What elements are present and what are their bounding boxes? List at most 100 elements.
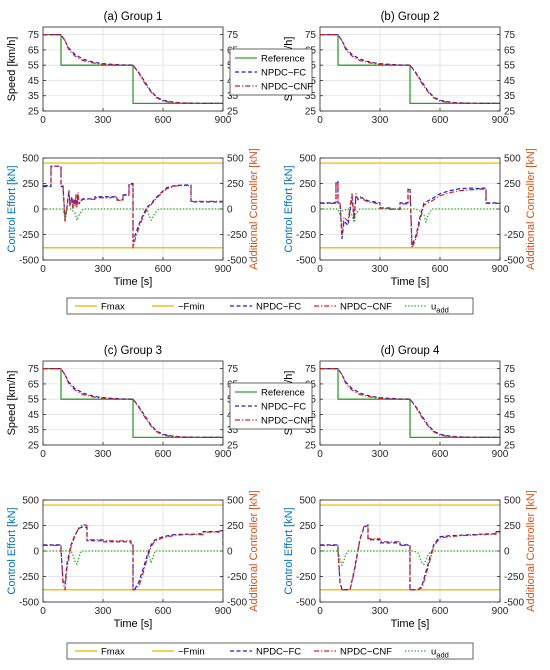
x-tick-label: 300 [95,115,112,126]
y-tick-label-right: -500 [504,598,524,609]
y-tick-label-right: 35 [227,91,239,102]
x-tick-label: 0 [40,606,46,617]
series-line-uadd [320,208,500,223]
legend-effort: Fmax −Fmin NPDC−FC NPDC−CNF uadd [66,642,474,660]
y-axis-label: Control Effort [kN] [283,165,295,252]
chart-panel-6: 0300600900252535354545555565657575(d) Gr… [283,345,516,460]
y-axis-label-right: Additional Controller [kN] [525,490,537,612]
y-tick-label-right: 250 [227,179,244,190]
y-tick-label: 75 [28,364,40,375]
x-tick-label: 300 [372,606,389,617]
y-tick-label: 35 [305,425,317,436]
y-tick-label-right: 35 [504,91,516,102]
y-axis-label: Control Effort [kN] [283,507,295,594]
y-tick-label: 25 [305,107,317,118]
y-tick-label-right: 500 [227,496,244,507]
x-tick-label: 0 [317,449,323,460]
x-tick-label: 900 [492,115,509,126]
series-line-npdccnf [43,523,223,591]
y-tick-label-right: -250 [504,230,524,241]
y-tick-label: -250 [19,230,39,241]
series-group [43,162,223,249]
legend-label: NPDC−FC [261,68,306,79]
chart-panel-2: 0300600900252535354545555565657575(b) Gr… [283,11,516,126]
y-tick-label-right: 0 [504,547,510,558]
y-tick-label: 250 [22,179,39,190]
y-tick-label-right: 75 [504,364,516,375]
y-tick-label: -250 [296,572,316,583]
y-tick-label: 45 [28,410,40,421]
legend-label: NPDC−CNF [340,647,392,658]
y-tick-label: 55 [28,395,40,406]
x-tick-label: 900 [492,264,509,275]
y-tick-label-right: 25 [227,441,239,452]
legend-label: uadd [431,302,449,315]
y-tick-label-right: 75 [227,364,239,375]
panel-title: (c) Group 3 [104,345,162,357]
legends-layer: Reference NPDC−FC NPDC−CNF Reference NPDC−FC… [66,48,474,660]
axes-frame [319,499,501,603]
x-tick-label: 600 [432,606,449,617]
legend-label: Fmax [101,647,125,658]
y-tick-label: 250 [299,521,316,532]
axes-frame [42,26,224,112]
x-tick-label: 0 [317,264,323,275]
series-line-npdccnf [320,523,500,591]
y-tick-label: 75 [305,364,317,375]
y-tick-label-right: 500 [227,154,244,165]
chart-panel-5: 0300600900252535354545555565657575(c) Gr… [6,345,239,460]
y-tick-label: -500 [19,256,39,267]
x-tick-label: 900 [215,449,232,460]
y-tick-label: 65 [28,379,40,390]
x-tick-label: 900 [492,449,509,460]
x-tick-label: 600 [155,606,172,617]
axes-frame [42,499,224,603]
x-axis-label: Time [s] [114,618,153,630]
y-axis-label-right: Additional Controller [kN] [248,148,260,270]
x-tick-label: 900 [215,606,232,617]
x-tick-label: 300 [372,115,389,126]
legend-label: −Fmin [178,647,205,658]
x-tick-label: 900 [215,264,232,275]
y-tick-label: -500 [296,598,316,609]
panel-title: (b) Group 2 [381,11,440,23]
y-tick-label: 250 [299,179,316,190]
x-tick-label: 0 [40,449,46,460]
y-tick-label-right: -250 [504,572,524,583]
x-tick-label: 600 [155,264,172,275]
x-tick-label: 600 [432,449,449,460]
legend-speed: Reference NPDC−FC NPDC−CNF [229,382,313,430]
y-axis-label: Speed [km/h] [6,371,18,436]
x-tick-label: 0 [40,264,46,275]
legend-label: NPDC−FC [256,302,301,313]
y-tick-label: 55 [28,61,40,72]
y-tick-label: 0 [33,547,39,558]
series-group [43,33,223,105]
series-line-reference [43,367,223,439]
y-axis-label-right: Additional Controller [kN] [248,490,260,612]
y-axis-label: Control Effort [kN] [6,165,18,252]
axes-frame [42,360,224,446]
legend-label: NPDC−CNF [261,82,313,93]
legend-label-subscript: add [436,651,449,660]
y-tick-label-right: 25 [227,107,239,118]
chart-panel-1: 0300600900252535354545555565657575(a) Gr… [6,11,239,126]
series-line-npdcfc [43,368,223,438]
y-tick-label: 500 [22,154,39,165]
x-tick-label: 300 [95,606,112,617]
y-tick-label-right: 75 [227,30,239,41]
y-tick-label-right: 250 [504,521,521,532]
y-tick-label: 35 [305,91,317,102]
chart-panel-7: 0 300 600 900-500-2500250500-500-2500250500… [6,490,260,630]
y-tick-label-right: 45 [504,76,516,87]
legend-label: uadd [431,647,449,660]
panel-title: (a) Group 1 [104,11,163,23]
y-tick-label-right: -250 [227,230,247,241]
y-tick-label: 0 [310,547,316,558]
x-tick-label: 600 [432,264,449,275]
y-tick-label-right: -500 [227,256,247,267]
series-line-reference [43,33,223,105]
x-tick-label: 0 [317,115,323,126]
y-tick-label: 35 [28,91,40,102]
y-tick-label: 500 [299,154,316,165]
